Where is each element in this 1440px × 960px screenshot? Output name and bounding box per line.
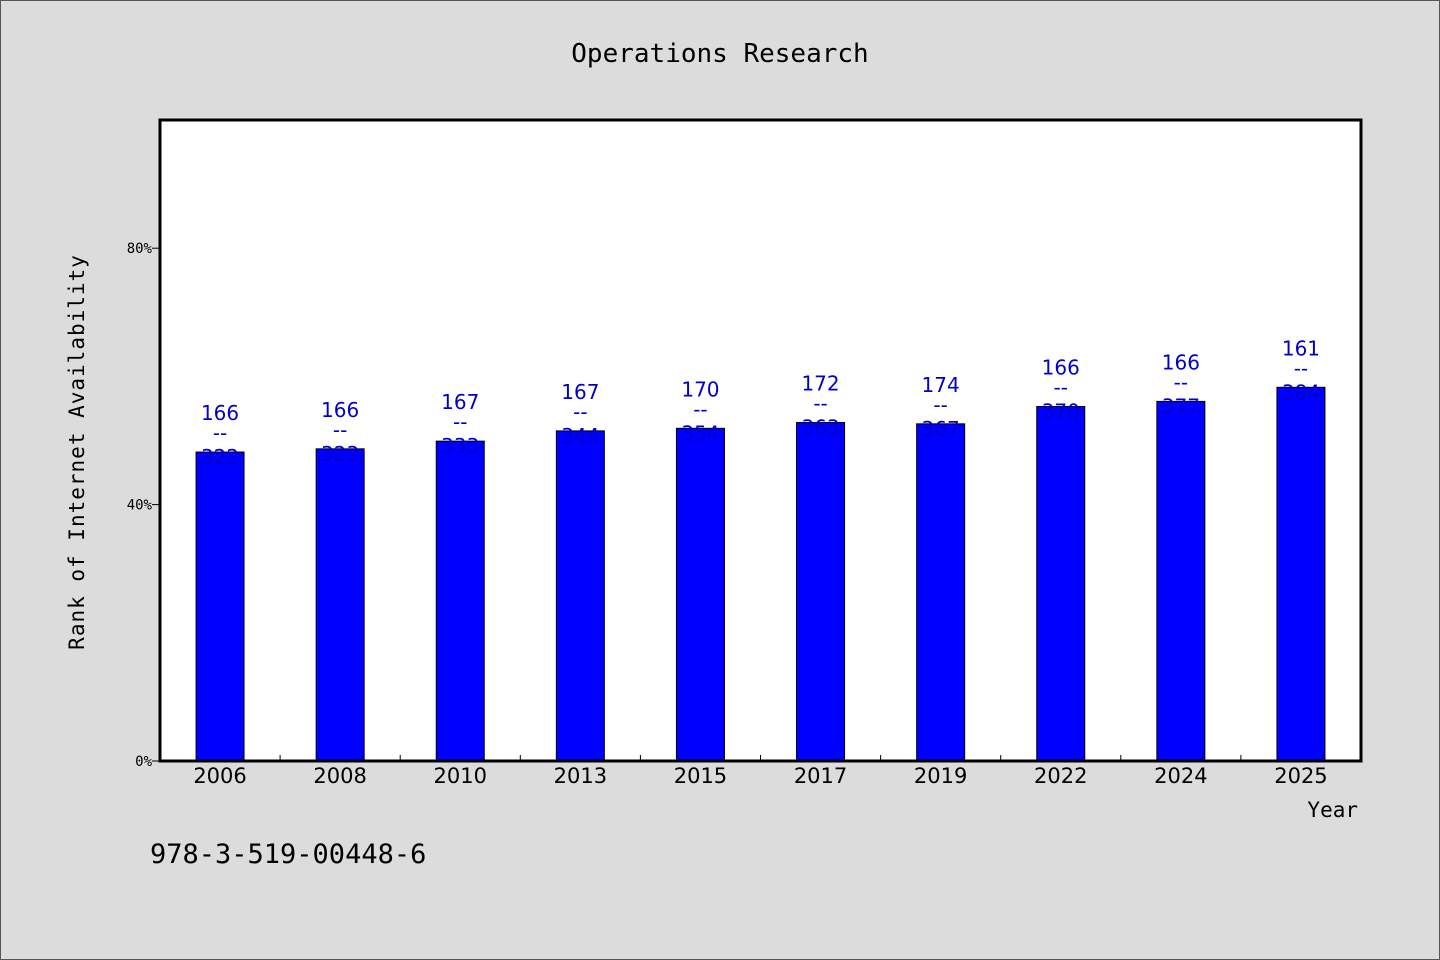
bar (1156, 400, 1206, 762)
bar-total-label: 363 (801, 416, 839, 440)
bar (916, 423, 966, 762)
isbn-footnote: 978-3-519-00448-6 (150, 839, 426, 870)
plot-border (158, 118, 1363, 763)
x-tick-label: 2024 (1154, 764, 1207, 788)
bar-total-label: 344 (561, 424, 599, 448)
x-tick-label: 2022 (1034, 764, 1087, 788)
bar-rank-label: 170 (681, 377, 719, 401)
bar-rank-label: 166 (1042, 356, 1080, 380)
bars (195, 386, 1326, 762)
bar-rank-label: 172 (801, 372, 839, 396)
bar (195, 451, 245, 762)
bar-label-separator: -- (693, 397, 707, 421)
bar (435, 440, 485, 762)
x-axis-label: Year (1307, 798, 1358, 822)
bar-total-label: 333 (441, 434, 479, 458)
bar-label-separator: -- (1174, 370, 1188, 394)
bar (675, 427, 725, 762)
bar-label-separator: -- (1294, 356, 1308, 380)
y-tick-label: 0% (135, 754, 152, 770)
bar-rank-label: 161 (1282, 336, 1320, 360)
y-tick-label: 40% (127, 498, 153, 514)
bar-total-label: 322 (201, 445, 239, 469)
bar-label-separator: -- (573, 400, 587, 424)
bar-label-separator: -- (213, 421, 227, 445)
bar-rank-label: 167 (561, 380, 599, 404)
x-tick-label: 2008 (313, 764, 366, 788)
bar-label-separator: -- (813, 392, 827, 416)
bar-rank-label: 166 (201, 401, 239, 425)
bar-total-label: 323 (321, 442, 359, 466)
chart-title: Operations Research (571, 39, 868, 69)
bar-total-label: 367 (922, 417, 960, 441)
bar-label-separator: -- (1054, 376, 1068, 400)
bar-total-label: 377 (1162, 394, 1200, 418)
axes: 2006 2008 2010 2013 2015 2017 2019 2022 2024 2025… (127, 241, 1328, 788)
bar (1276, 386, 1326, 762)
x-tick-label: 2017 (794, 764, 847, 788)
bar (796, 422, 846, 762)
bar-rank-label: 167 (441, 390, 479, 414)
bar-rank-label: 174 (922, 373, 960, 397)
bar-label-separator: -- (933, 393, 947, 417)
bar-rank-label: 166 (1162, 350, 1200, 374)
bar-label-separator: -- (453, 410, 467, 434)
x-tick-label: 2010 (434, 764, 487, 788)
bar-rank-label: 166 (321, 398, 359, 422)
x-tick-label: 2015 (674, 764, 727, 788)
x-tick-label: 2013 (554, 764, 607, 788)
x-tick-label: 2019 (914, 764, 967, 788)
bar-total-label: 354 (681, 421, 719, 445)
bar-total-label: 370 (1042, 400, 1080, 424)
bar-total-label: 384 (1282, 380, 1320, 404)
y-axis-label: Rank of Internet Availability (65, 254, 89, 650)
x-tick-label: 2025 (1274, 764, 1327, 788)
bar (315, 448, 365, 762)
data-labels: 166--322166--323167--333167--344170--354… (201, 336, 1320, 469)
bar-label-separator: -- (333, 418, 347, 442)
bar (555, 430, 605, 762)
x-tick-label: 2006 (193, 764, 246, 788)
y-tick-label: 80% (127, 241, 153, 257)
bar (1036, 406, 1086, 762)
